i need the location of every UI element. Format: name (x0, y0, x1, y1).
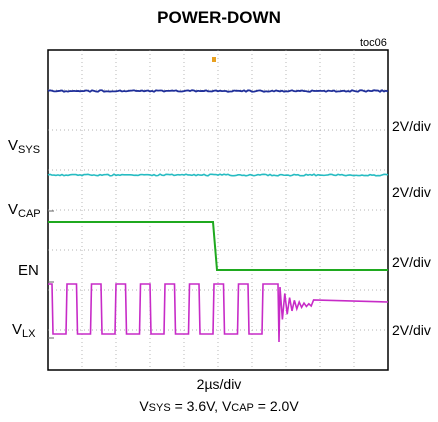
en-label: EN (18, 263, 39, 278)
vsys-label: VSYS (8, 138, 40, 156)
vsys-scale: 2V/div (392, 118, 431, 134)
test-conditions: VSYS = 3.6V, VCAP = 2.0V (0, 398, 438, 414)
en-scale: 2V/div (392, 254, 431, 270)
vcap-scale: 2V/div (392, 184, 431, 200)
vlx-scale: 2V/div (392, 322, 431, 338)
x-scale: 2µs/div (0, 376, 438, 392)
vcap-label: VCAP (8, 202, 41, 220)
vlx-label: VLX (12, 322, 35, 340)
trigger-marker (212, 57, 216, 62)
vcap-trace (48, 174, 388, 176)
